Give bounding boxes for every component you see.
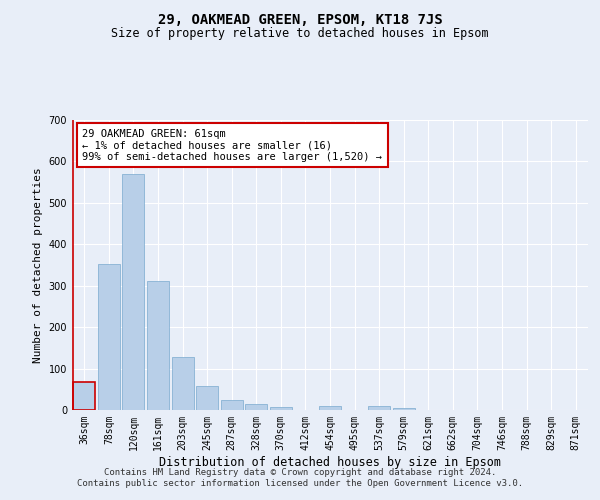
Bar bbox=[122, 174, 145, 410]
Bar bbox=[392, 408, 415, 410]
Bar bbox=[98, 264, 120, 410]
Text: Contains HM Land Registry data © Crown copyright and database right 2024.
Contai: Contains HM Land Registry data © Crown c… bbox=[77, 468, 523, 487]
X-axis label: Distribution of detached houses by size in Epsom: Distribution of detached houses by size … bbox=[159, 456, 501, 468]
Bar bbox=[368, 406, 390, 410]
Text: 29 OAKMEAD GREEN: 61sqm
← 1% of detached houses are smaller (16)
99% of semi-det: 29 OAKMEAD GREEN: 61sqm ← 1% of detached… bbox=[82, 128, 382, 162]
Text: 29, OAKMEAD GREEN, EPSOM, KT18 7JS: 29, OAKMEAD GREEN, EPSOM, KT18 7JS bbox=[158, 12, 442, 26]
Bar bbox=[221, 400, 243, 410]
Bar bbox=[196, 386, 218, 410]
Text: Size of property relative to detached houses in Epsom: Size of property relative to detached ho… bbox=[111, 28, 489, 40]
Bar bbox=[147, 280, 169, 410]
Bar bbox=[319, 406, 341, 410]
Bar bbox=[270, 406, 292, 410]
Bar bbox=[73, 382, 95, 410]
Bar bbox=[172, 357, 194, 410]
Bar bbox=[245, 404, 268, 410]
Y-axis label: Number of detached properties: Number of detached properties bbox=[33, 167, 43, 363]
